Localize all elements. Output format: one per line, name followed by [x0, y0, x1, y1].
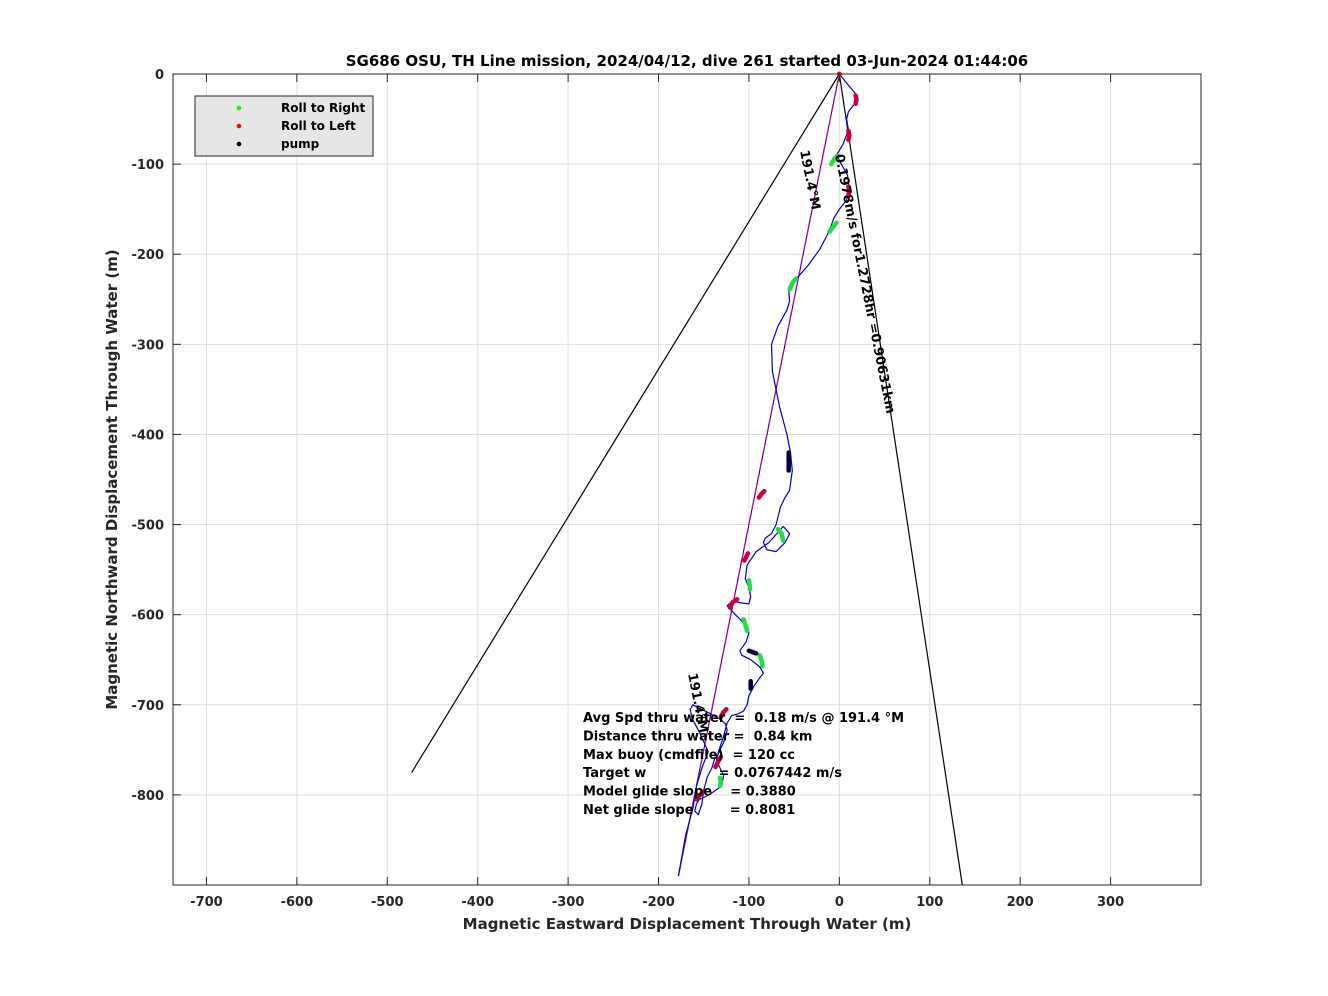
y-tick-label: -500 [131, 519, 164, 534]
stats-line: Max buoy (cmdfile) = 120 cc [583, 748, 795, 763]
x-tick-label: 300 [1097, 895, 1124, 910]
roll-left-segment [846, 128, 852, 143]
stats-line: Distance thru water = 0.84 km [583, 729, 812, 744]
pump-segment [746, 648, 759, 656]
x-tick-label: -300 [552, 895, 585, 910]
roll-left-segment [756, 488, 767, 500]
y-tick-label: -100 [131, 158, 164, 173]
wedge-line-left [411, 73, 840, 773]
axis-ticks: -700 -600 -500 -400 -300 -200 -100 0 100 200 300 0 -… [131, 68, 1201, 910]
y-axis-label: Magnetic Northward Displacement Through … [103, 249, 121, 709]
roll-right-segment [828, 153, 840, 167]
x-tick-label: 0 [835, 895, 844, 910]
roll-left-segment [718, 707, 729, 719]
x-tick-label: 200 [1007, 895, 1034, 910]
plot-area [411, 71, 963, 886]
roll-right-segment [741, 616, 750, 634]
legend-box [194, 95, 374, 157]
legend: Roll to Right Roll to Left pump [194, 95, 374, 157]
legend-entry-label: pump [281, 137, 320, 151]
y-tick-label: -600 [131, 609, 164, 624]
axes-frame [172, 73, 1202, 886]
roll-right-segment [717, 775, 724, 789]
roll-right-segment [757, 652, 765, 669]
y-tick-label: 0 [155, 68, 164, 83]
heading-line-dashed [677, 73, 840, 877]
stats-line: Avg Spd thru water = 0.18 m/s @ 191.4 °M [583, 711, 904, 726]
legend-marker [236, 123, 242, 129]
legend-entry-label: Roll to Right [281, 101, 366, 115]
x-tick-label: -600 [281, 895, 314, 910]
y-tick-label: -800 [131, 789, 164, 804]
legend-marker [236, 141, 242, 147]
y-tick-label: -300 [131, 338, 164, 353]
y-tick-label: -700 [131, 699, 164, 714]
roll-right-segment [787, 276, 799, 292]
y-tick-label: -200 [131, 248, 164, 263]
roll-right-segment [775, 526, 786, 544]
dive-stats: Avg Spd thru water = 0.18 m/s @ 191.4 °M… [583, 711, 904, 818]
x-tick-label: -400 [461, 895, 494, 910]
wedge-line-right [838, 73, 963, 886]
x-tick-label: -100 [733, 895, 766, 910]
roll-left-segment [727, 597, 740, 610]
legend-entry-label: Roll to Left [281, 119, 356, 133]
x-tick-label: -500 [371, 895, 404, 910]
chart-title: SG686 OSU, TH Line mission, 2024/04/12, … [346, 52, 1029, 70]
roll-left-segment [853, 93, 859, 106]
x-tick-label: 100 [916, 895, 943, 910]
roll-left-segment [694, 789, 706, 802]
roll-right-segment [827, 220, 839, 234]
x-tick-label: -700 [190, 895, 223, 910]
x-tick-label: -200 [642, 895, 675, 910]
roll-left-segment [846, 184, 852, 198]
x-axis-label: Magnetic Eastward Displacement Through W… [463, 915, 912, 933]
roll-left-segment [742, 551, 751, 563]
stats-line: Net glide slope = 0.8081 [583, 803, 795, 818]
roll-right-segment [746, 578, 753, 592]
stats-line: Model glide slope = 0.3880 [583, 785, 796, 800]
stats-line: Target w = 0.0767442 m/s [583, 766, 842, 781]
y-tick-label: -400 [131, 428, 164, 443]
roll-left-segment [713, 754, 724, 770]
dive-track [677, 73, 857, 877]
legend-marker [236, 105, 242, 111]
